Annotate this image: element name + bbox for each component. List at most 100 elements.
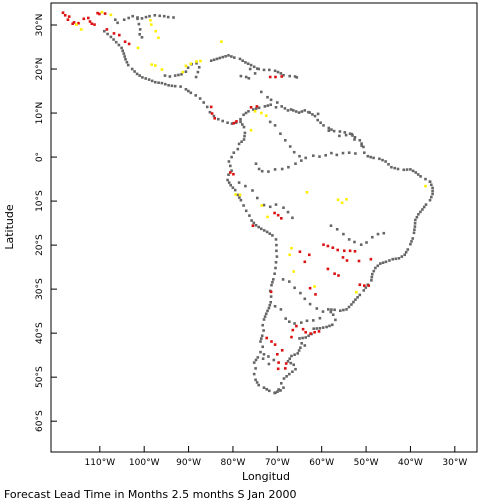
coastline-cell xyxy=(242,125,246,129)
coastline-cell xyxy=(257,106,261,110)
coastline-cell xyxy=(242,204,245,207)
coastline-cell xyxy=(335,153,339,157)
yellow-cell xyxy=(199,59,202,63)
red-cell xyxy=(269,290,273,294)
yellow-cell xyxy=(220,40,223,43)
y-tick-label: 40°S xyxy=(35,322,45,344)
coastline-cell xyxy=(415,215,419,219)
map-caption: Forecast Lead Time in Months 2.5 months … xyxy=(4,488,296,501)
coastline-segment xyxy=(226,120,282,395)
coastline-cell xyxy=(286,109,290,112)
coastline-cell xyxy=(315,327,319,330)
yellow-cell xyxy=(336,198,340,202)
coastline-cell xyxy=(270,283,273,287)
red-cell xyxy=(268,75,272,79)
x-tick-label: 80°W xyxy=(221,458,246,468)
coastline-cell xyxy=(424,203,428,206)
coastline-cell xyxy=(387,163,390,166)
coastline-cell xyxy=(296,352,299,355)
coastline-cell xyxy=(249,63,253,67)
coastline-cell xyxy=(344,133,348,137)
red-cell xyxy=(308,253,311,257)
coastline-cell xyxy=(260,334,264,338)
coastline-cell xyxy=(205,105,209,109)
red-cell xyxy=(229,171,232,174)
coastline-cell xyxy=(300,110,304,113)
yellow-cell xyxy=(157,36,160,40)
coastline-cell xyxy=(293,286,296,290)
coastline-cell xyxy=(279,132,282,135)
coastline-cell xyxy=(272,358,276,362)
coastline-segment xyxy=(209,54,259,70)
coastline-cell xyxy=(318,155,321,158)
coastline-cell xyxy=(177,73,180,77)
coastline-cell xyxy=(300,321,303,324)
red-cell xyxy=(249,106,253,109)
coastline-cell xyxy=(397,257,401,260)
coastline-cell xyxy=(194,94,197,97)
coastline-cell xyxy=(277,388,280,391)
yellow-cell xyxy=(292,270,295,273)
red-cell xyxy=(232,172,235,176)
coastline-cell xyxy=(342,308,345,312)
coastline-cell xyxy=(284,139,287,142)
coastline-cell xyxy=(384,160,387,163)
x-tick-label: 60°W xyxy=(309,458,334,468)
coastline-cell xyxy=(202,101,205,104)
coastline-cell xyxy=(173,84,177,88)
coastline-cell xyxy=(260,90,263,94)
coastline-segment xyxy=(163,62,201,79)
coastline-cell xyxy=(229,164,232,168)
coastline-cell xyxy=(416,173,420,176)
red-cell xyxy=(82,17,86,21)
coastline-cell xyxy=(428,180,432,183)
coastline-cell xyxy=(313,114,317,118)
coastline-cell xyxy=(268,68,271,72)
coastline-cell xyxy=(274,261,278,264)
coastline-cell xyxy=(280,382,283,385)
coastline-cell xyxy=(269,103,272,106)
coastline-cell xyxy=(221,55,224,59)
coastline-cell xyxy=(381,261,385,264)
red-cell xyxy=(357,259,361,263)
coastline-cell xyxy=(232,151,236,154)
coastline-cell xyxy=(150,79,154,83)
coastline-cell xyxy=(414,171,418,174)
coastline-cell xyxy=(266,309,269,313)
coastline-cell xyxy=(362,145,365,149)
coastline-cell xyxy=(230,169,233,172)
coastline-cell xyxy=(328,324,331,328)
coastline-cell xyxy=(273,69,277,73)
coastline-cell xyxy=(262,318,266,321)
coastline-cell xyxy=(299,346,302,349)
coastline-cell xyxy=(369,155,372,159)
coastline-cell xyxy=(280,105,283,108)
coastline-cell xyxy=(271,234,274,237)
red-cell xyxy=(87,16,90,20)
coastline-cell xyxy=(312,154,315,157)
coastline-cell xyxy=(300,342,303,345)
red-cell xyxy=(77,21,80,25)
y-tick-label: 10°N xyxy=(35,102,45,125)
yellow-cell xyxy=(149,18,152,22)
coastline-cell xyxy=(137,22,141,26)
coastline-cell xyxy=(372,156,375,160)
coastline-cell xyxy=(304,336,307,339)
red-cell xyxy=(270,340,273,343)
coastline-cell xyxy=(153,14,157,17)
red-cell xyxy=(322,243,325,246)
coastline-cell xyxy=(414,218,417,222)
coastline-cell xyxy=(136,17,139,21)
coastline-segment xyxy=(136,17,144,39)
coastline-cell xyxy=(330,151,333,155)
coastline-cell xyxy=(138,74,141,77)
coastline-cell xyxy=(364,286,368,289)
coastline-cell xyxy=(419,175,422,178)
coastline-cell xyxy=(242,113,245,117)
coastline-cell xyxy=(264,312,268,316)
x-tick-label: 30°W xyxy=(442,458,467,468)
coastline-cell xyxy=(283,107,287,110)
coastline-segment xyxy=(257,67,285,77)
coastline-cell xyxy=(417,213,420,216)
coastline-cell xyxy=(303,344,307,347)
